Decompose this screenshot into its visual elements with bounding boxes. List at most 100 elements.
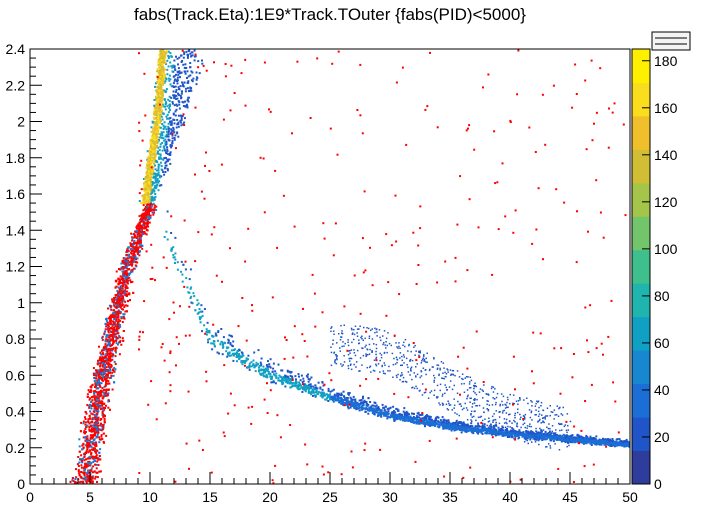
histogram-bin	[208, 329, 211, 332]
histogram-bin	[178, 70, 181, 73]
histogram-bin	[497, 426, 500, 429]
histogram-bin	[537, 433, 539, 436]
histogram-bin	[159, 145, 162, 148]
histogram-bin	[83, 459, 86, 462]
histogram-bin	[350, 405, 353, 407]
histogram-bin	[190, 89, 193, 92]
histogram-bin	[155, 181, 158, 184]
histogram-bin	[342, 401, 345, 404]
histogram-bin	[625, 442, 627, 445]
histogram-bin	[169, 116, 172, 119]
histogram-bin	[153, 142, 156, 145]
histogram-bin	[188, 49, 191, 52]
histogram-bin	[308, 387, 311, 390]
histogram-bin	[118, 310, 121, 313]
histogram-bin	[177, 122, 180, 125]
histogram-bin	[187, 96, 190, 99]
histogram-bin	[248, 366, 251, 369]
histogram-bin	[552, 440, 555, 443]
histogram-bin	[355, 403, 358, 406]
histogram-bin	[150, 199, 153, 202]
histogram-bin	[406, 412, 409, 415]
histogram-bin	[538, 438, 541, 441]
histogram-bin	[269, 372, 272, 375]
histogram-bin	[385, 411, 388, 414]
histogram-bin	[81, 444, 84, 447]
histogram-bin	[156, 112, 159, 115]
histogram-bin	[164, 68, 166, 71]
histogram-bin	[442, 422, 445, 425]
histogram-bin	[159, 84, 162, 87]
histogram-bin	[518, 436, 521, 439]
histogram-bin	[186, 77, 188, 79]
histogram-bin	[388, 416, 391, 419]
histogram-bin	[162, 124, 165, 127]
histogram-bin	[92, 435, 95, 438]
histogram-bin	[158, 180, 161, 183]
histogram-bin	[607, 441, 610, 444]
histogram-bin	[389, 406, 392, 409]
histogram-bin	[206, 330, 209, 333]
histogram-bin	[146, 175, 149, 178]
histogram-bin	[151, 181, 154, 183]
histogram-bin	[598, 438, 601, 441]
histogram-bin	[258, 366, 260, 369]
histogram-bin	[457, 424, 460, 427]
histogram-bin	[170, 122, 173, 125]
histogram-bin	[615, 444, 618, 447]
histogram-bin	[403, 414, 406, 417]
histogram-bin	[227, 338, 230, 341]
histogram-bin	[189, 74, 192, 77]
histogram-bin	[340, 394, 343, 396]
histogram-bin	[487, 426, 490, 429]
histogram-bin	[169, 103, 172, 106]
histogram-bin	[285, 377, 288, 380]
histogram-bin	[435, 416, 438, 419]
histogram-bin	[272, 367, 275, 370]
histogram-bin	[160, 77, 163, 80]
histogram-bin	[150, 192, 153, 195]
histogram-bin	[149, 184, 152, 187]
histogram-bin	[435, 421, 438, 424]
histogram-bin	[157, 146, 160, 149]
histogram-bin	[154, 143, 156, 146]
histogram-bin	[157, 116, 160, 118]
histogram-bin	[151, 136, 154, 139]
histogram-bin	[183, 70, 186, 73]
histogram-bin	[460, 427, 463, 430]
histogram-bin	[504, 431, 507, 434]
histogram-bin	[579, 440, 581, 443]
histogram-bin	[620, 444, 623, 446]
histogram-bin	[178, 56, 181, 59]
histogram-bin	[183, 81, 186, 84]
histogram-bin	[360, 407, 363, 410]
histogram-bin	[166, 59, 169, 62]
histogram-bin	[152, 188, 155, 191]
histogram-bin	[277, 379, 280, 382]
histogram-bin	[153, 113, 156, 116]
histogram-bin	[149, 139, 152, 141]
histogram-bin	[165, 140, 168, 143]
histogram-bin	[530, 433, 533, 436]
histogram-bin	[173, 122, 176, 125]
histogram-bin	[156, 91, 159, 94]
histogram-bin	[85, 479, 88, 482]
histogram-bin	[233, 353, 236, 356]
histogram-bin	[455, 428, 458, 431]
histogram-bin	[152, 132, 155, 135]
histogram-bin	[490, 428, 493, 431]
histogram-bin	[275, 375, 278, 378]
histogram-bin	[248, 362, 251, 365]
histogram-bin	[159, 105, 162, 108]
histogram-bin	[187, 75, 190, 78]
histogram-bin	[434, 421, 437, 424]
histogram-bin	[165, 133, 168, 136]
histogram-bin	[183, 121, 186, 124]
histogram-bin	[216, 351, 219, 354]
histogram-bin	[320, 393, 323, 396]
histogram-bin	[160, 92, 163, 95]
histogram-bin	[189, 268, 192, 271]
histogram-bin	[260, 357, 263, 360]
histogram-bin	[105, 434, 108, 437]
histogram-bin	[154, 85, 156, 88]
